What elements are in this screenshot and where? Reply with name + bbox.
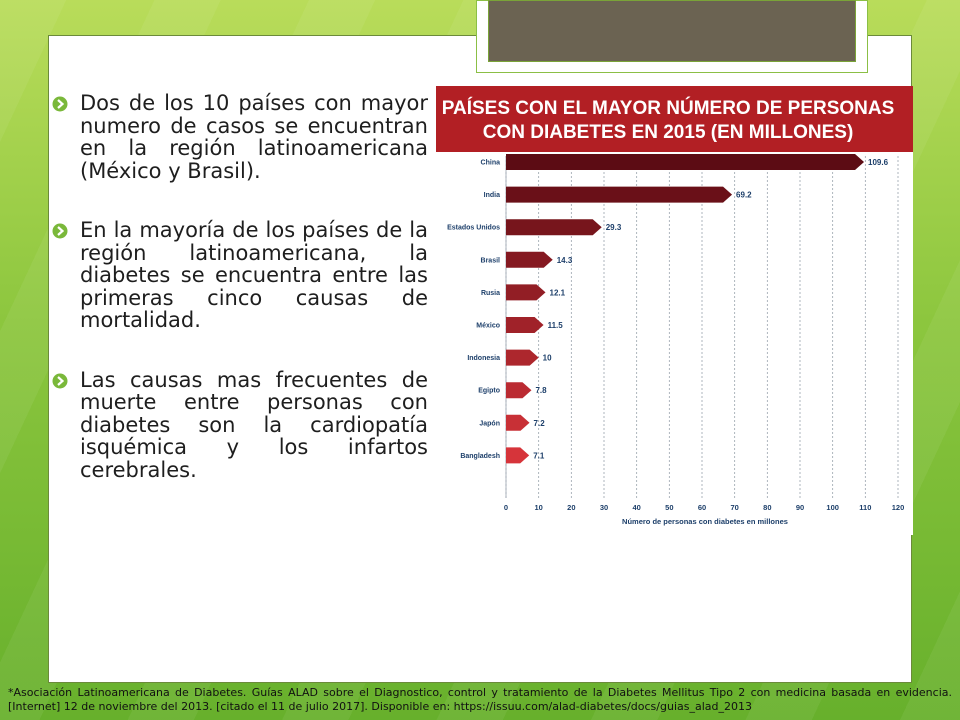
category-label: Egipto: [478, 388, 500, 395]
bullet-list: Dos de los 10 países con mayor numero de…: [52, 92, 428, 518]
decorative-box: [488, 0, 856, 62]
bullet-item: Las causas mas frecuentes de muerte entr…: [52, 367, 428, 482]
chart-title-line2: CON DIABETES EN 2015 (EN MILLONES): [483, 122, 854, 143]
bar-india: [506, 186, 733, 203]
bar-jap-n: [506, 414, 530, 431]
bar-china: [506, 154, 865, 170]
bullet-text: Dos de los 10 países con mayor numero de…: [80, 91, 428, 183]
bar-estados-unidos: [506, 219, 602, 236]
bar-egipto: [506, 382, 532, 399]
bar-rusia: [506, 284, 546, 301]
x-tick-label: 60: [698, 503, 706, 512]
bar-brasil: [506, 251, 553, 268]
category-label: Brasil: [481, 257, 501, 264]
footnote: *Asociación Latinoamericana de Diabetes.…: [8, 686, 952, 713]
category-label: China: [481, 160, 501, 167]
bullet-item: En la mayoría de los países de la región…: [52, 219, 428, 332]
category-label: Japón: [479, 420, 500, 427]
category-label: Rusia: [481, 290, 500, 297]
category-label: Estados Unidos: [447, 225, 500, 232]
data-label: 7.1: [533, 451, 545, 460]
x-tick-label: 10: [534, 503, 542, 512]
x-tick-label: 80: [763, 503, 771, 512]
bar-chart: PAÍSES CON EL MAYOR NÚMERO DE PERSONAS C…: [436, 86, 913, 526]
chevron-bullet-icon: [52, 373, 68, 388]
chevron-bullet-icon: [52, 96, 68, 112]
x-tick-label: 90: [796, 503, 804, 512]
x-tick-label: 100: [826, 503, 839, 512]
chart-image: PAÍSES CON EL MAYOR NÚMERO DE PERSONAS C…: [436, 86, 913, 535]
data-label: 7.8: [535, 386, 547, 395]
category-label: India: [484, 192, 500, 199]
data-label: 12.1: [550, 288, 566, 297]
category-label: México: [476, 323, 500, 330]
data-label: 69.2: [736, 191, 752, 200]
bar-bangladesh: [506, 447, 530, 464]
chart-title-banner: [436, 86, 913, 152]
category-label: Bangladesh: [460, 453, 500, 460]
bullet-text: En la mayoría de los países de la región…: [80, 218, 428, 332]
chevron-bullet-icon: [52, 223, 68, 239]
x-tick-label: 0: [504, 503, 508, 512]
data-label: 29.3: [606, 223, 622, 232]
data-label: 109.6: [868, 158, 889, 167]
x-tick-label: 70: [730, 503, 738, 512]
x-tick-label: 30: [600, 503, 608, 512]
x-tick-label: 50: [665, 503, 673, 512]
x-tick-label: 110: [859, 503, 871, 512]
data-label: 11.5: [548, 321, 564, 330]
x-tick-label: 120: [892, 503, 905, 512]
bullet-text: Las causas mas frecuentes de muerte entr…: [80, 367, 428, 482]
bar-indonesia: [506, 349, 539, 366]
x-tick-label: 40: [632, 503, 640, 512]
x-axis-label: Número de personas con diabetes en millo…: [622, 517, 788, 526]
bar-m-xico: [506, 317, 544, 333]
data-label: 10: [543, 354, 552, 363]
data-label: 14.3: [557, 256, 573, 265]
data-label: 7.2: [534, 419, 546, 428]
chart-title-line1: PAÍSES CON EL MAYOR NÚMERO DE PERSONAS: [442, 97, 895, 119]
bullet-item: Dos de los 10 países con mayor numero de…: [52, 92, 428, 182]
category-label: Indonesia: [467, 355, 500, 362]
x-tick-label: 20: [567, 503, 575, 512]
